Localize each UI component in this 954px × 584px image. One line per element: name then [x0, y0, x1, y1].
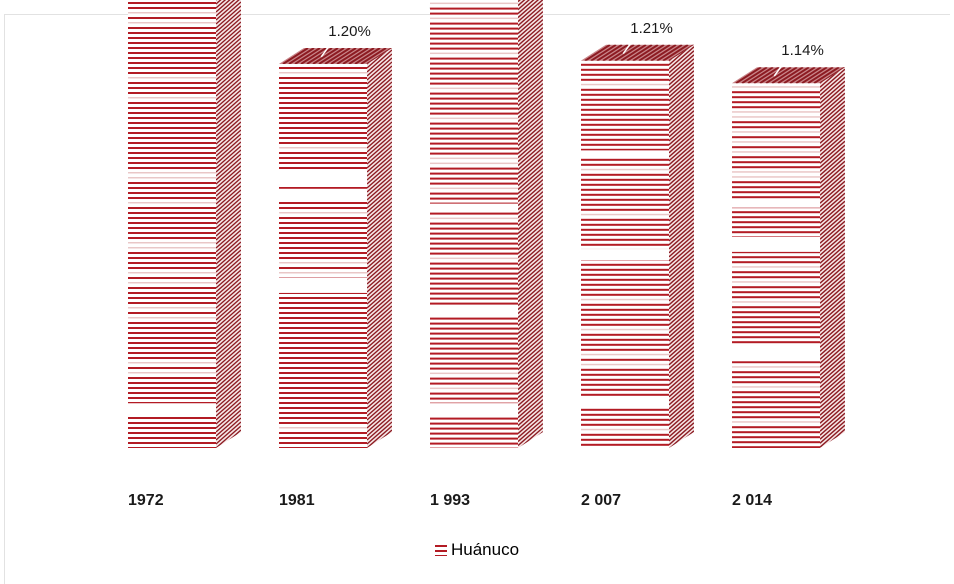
data-label-leader [320, 39, 335, 58]
x-tick-label: 1 993 [430, 492, 470, 509]
legend: Huánuco [0, 540, 954, 560]
bar-stripes [279, 67, 367, 448]
legend-label: Huánuco [450, 540, 520, 559]
data-label: 1.20% [328, 23, 371, 40]
data-label: 1.21% [630, 20, 673, 37]
bar-stripes [581, 63, 669, 446]
data-label-leader [773, 58, 788, 77]
bar [430, 0, 543, 449]
bar-front [279, 64, 367, 448]
bar [732, 67, 845, 448]
bar [128, 0, 241, 448]
bar-stripes [128, 2, 216, 448]
bar-stripes [732, 86, 820, 448]
x-tick-label: 1981 [279, 492, 315, 509]
x-tick-label: 1972 [128, 492, 164, 509]
bar [279, 48, 392, 448]
data-label-leader [622, 36, 637, 55]
legend-swatch [434, 545, 447, 556]
bar-stripes [430, 2, 518, 449]
x-tick-label: 2 014 [732, 492, 772, 509]
x-tick-label: 2 007 [581, 492, 621, 509]
data-label: 1.14% [781, 42, 824, 59]
bar [581, 44, 694, 449]
